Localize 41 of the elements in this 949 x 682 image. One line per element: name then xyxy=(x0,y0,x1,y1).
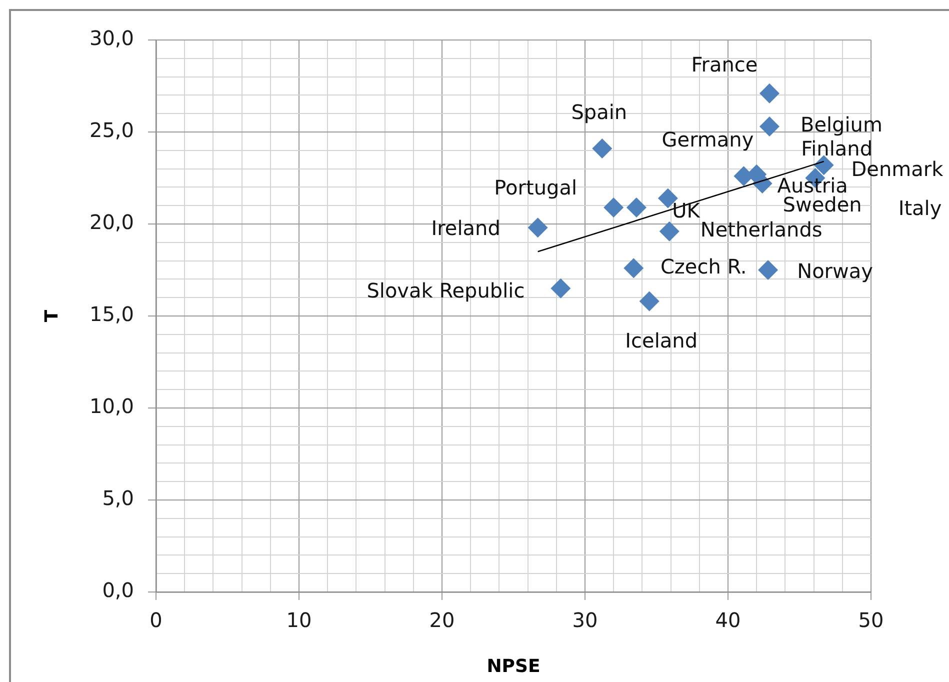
text: Italy xyxy=(898,196,942,220)
annotation: Slovak Republic xyxy=(366,278,525,303)
point xyxy=(639,291,660,312)
y-tick-label: 30,0 xyxy=(89,26,134,50)
point xyxy=(626,197,646,218)
x-tick-label: 50 xyxy=(858,608,884,632)
annotation: Iceland xyxy=(625,328,698,352)
point xyxy=(659,221,680,242)
point xyxy=(759,116,780,136)
point xyxy=(758,260,778,280)
y-tick-label: 5,0 xyxy=(102,486,134,510)
y-tick-label: 10,0 xyxy=(89,394,134,418)
annotation: Sweden xyxy=(782,192,862,217)
annotation: Spain xyxy=(571,100,628,124)
point xyxy=(759,83,780,104)
annotation: Germany xyxy=(662,127,754,152)
y-tick-label: 15,0 xyxy=(89,302,134,326)
annotation: Ireland xyxy=(431,216,500,240)
y-axis-title: T xyxy=(41,309,62,322)
x-tick-label: 10 xyxy=(286,608,312,632)
point xyxy=(604,197,624,218)
annotation: UK xyxy=(672,198,701,222)
y-tick-label: 0,0 xyxy=(102,578,134,602)
x-axis-title: NPSE xyxy=(486,656,540,677)
annotation: Belgium xyxy=(800,112,882,137)
annotation: Czech R. xyxy=(660,254,747,278)
x-tick-label: 20 xyxy=(429,608,455,632)
y-tick-label: 20,0 xyxy=(89,210,134,234)
annotation: Portugal xyxy=(494,176,578,200)
point xyxy=(550,278,571,298)
point xyxy=(624,258,644,278)
x-tick-label: 30 xyxy=(572,608,598,632)
point xyxy=(592,138,612,159)
point xyxy=(814,155,834,176)
x-tick-label: 40 xyxy=(715,608,741,632)
annotation: Netherlands xyxy=(700,218,822,242)
annotation: Norway xyxy=(797,259,874,284)
annotation: France xyxy=(691,52,758,77)
point xyxy=(528,218,548,238)
y-tick-label: 25,0 xyxy=(89,118,134,142)
x-tick-label: 0 xyxy=(150,608,162,632)
